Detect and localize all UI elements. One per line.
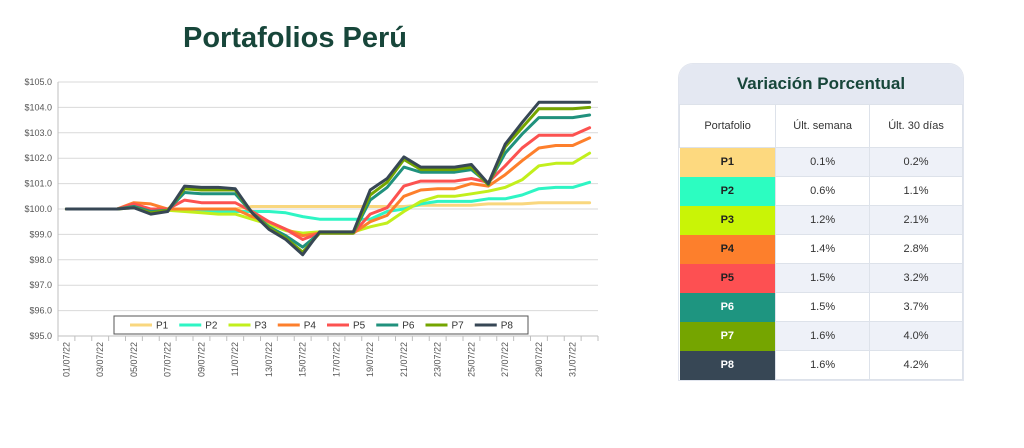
x-tick-label: 29/07/22 xyxy=(534,342,544,377)
y-tick-label: $100.0 xyxy=(24,204,52,214)
legend-label: P1 xyxy=(156,321,169,332)
y-tick-label: $101.0 xyxy=(24,179,52,189)
legend-box xyxy=(113,315,529,335)
header-portfolio: Portafolio xyxy=(679,104,777,148)
x-tick-label: 19/07/22 xyxy=(365,342,375,377)
y-tick-label: $98.0 xyxy=(29,255,52,265)
y-tick-label: $105.0 xyxy=(24,77,52,87)
variation-panel: Variación Porcentual Portafolio Últ. sem… xyxy=(679,64,963,380)
header-month: Últ. 30 días xyxy=(869,104,963,148)
portfolio-name-cell: P6 xyxy=(679,292,776,322)
portfolio-name-cell: P5 xyxy=(679,263,776,293)
panel-title: Variación Porcentual xyxy=(679,64,963,104)
series-line-p8 xyxy=(64,100,592,257)
legend-label: P7 xyxy=(452,321,465,332)
week-value-cell: 0.6% xyxy=(775,176,871,206)
legend-label: P5 xyxy=(353,321,366,332)
week-value-cell: 1.6% xyxy=(775,321,871,351)
y-tick-label: $99.0 xyxy=(29,229,52,239)
month-value-cell: 1.1% xyxy=(869,176,963,206)
table-row: P3 1.2% 2.1% xyxy=(679,205,963,235)
portfolio-name-cell: P4 xyxy=(679,234,776,264)
x-tick-label: 05/07/22 xyxy=(129,342,139,377)
table-row: P1 0.1% 0.2% xyxy=(679,147,963,177)
series-line-p2 xyxy=(64,180,592,221)
portfolio-name-cell: P2 xyxy=(679,176,776,206)
chart-title: Portafolios Perú xyxy=(183,22,407,54)
y-tick-label: $95.0 xyxy=(29,331,52,341)
x-tick-label: 13/07/22 xyxy=(264,342,274,377)
x-tick-label: 03/07/22 xyxy=(95,342,105,377)
month-value-cell: 2.8% xyxy=(869,234,963,264)
x-tick-label: 23/07/22 xyxy=(433,342,443,377)
x-tick-label: 15/07/22 xyxy=(298,342,308,377)
month-value-cell: 0.2% xyxy=(869,147,963,177)
legend-label: P4 xyxy=(304,321,317,332)
y-tick-label: $96.0 xyxy=(29,306,52,316)
table-row: P2 0.6% 1.1% xyxy=(679,176,963,206)
x-tick-label: 27/07/22 xyxy=(500,342,510,377)
table-header-row: Portafolio Últ. semana Últ. 30 días xyxy=(679,104,963,148)
table-row: P8 1.6% 4.2% xyxy=(679,350,963,380)
table-row: P4 1.4% 2.8% xyxy=(679,234,963,264)
portfolio-name-cell: P8 xyxy=(679,350,776,380)
series-line-p3 xyxy=(64,151,592,235)
series-line-p4 xyxy=(64,136,592,238)
week-value-cell: 1.5% xyxy=(775,263,871,293)
table-row: P7 1.6% 4.0% xyxy=(679,321,963,351)
y-tick-label: $104.0 xyxy=(24,102,52,112)
x-tick-label: 07/07/22 xyxy=(163,342,173,377)
table-row: P5 1.5% 3.2% xyxy=(679,263,963,293)
x-tick-label: 31/07/22 xyxy=(568,342,578,377)
y-tick-label: $97.0 xyxy=(29,280,52,290)
month-value-cell: 4.0% xyxy=(869,321,963,351)
line-chart: $95.0 $96.0 $97.0 $98.0 $99.0 $100.0 $101.0 $10… xyxy=(24,77,599,377)
legend-label: P8 xyxy=(501,321,514,332)
legend-label: P3 xyxy=(255,321,268,332)
table-row: P6 1.5% 3.7% xyxy=(679,292,963,322)
week-value-cell: 1.5% xyxy=(775,292,871,322)
week-value-cell: 1.4% xyxy=(775,234,871,264)
x-tick-label: 01/07/22 xyxy=(61,342,71,377)
x-tick-label: 25/07/22 xyxy=(466,342,476,377)
y-tick-label: $102.0 xyxy=(24,153,52,163)
month-value-cell: 3.7% xyxy=(869,292,963,322)
portfolio-name-cell: P1 xyxy=(679,147,776,177)
y-tick-label: $103.0 xyxy=(24,128,52,138)
month-value-cell: 4.2% xyxy=(869,350,963,380)
month-value-cell: 3.2% xyxy=(869,263,963,293)
week-value-cell: 1.6% xyxy=(775,350,871,380)
header-week: Últ. semana xyxy=(775,104,871,148)
x-tick-label: 21/07/22 xyxy=(399,342,409,377)
portfolio-name-cell: P7 xyxy=(679,321,776,351)
x-tick-label: 11/07/22 xyxy=(230,342,240,376)
week-value-cell: 1.2% xyxy=(775,205,871,235)
portfolio-name-cell: P3 xyxy=(679,205,776,235)
variation-table: Portafolio Últ. semana Últ. 30 días P1 0.… xyxy=(679,104,963,380)
legend-label: P2 xyxy=(205,321,218,332)
legend-label: P6 xyxy=(402,321,415,332)
x-tick-label: 09/07/22 xyxy=(196,342,206,377)
month-value-cell: 2.1% xyxy=(869,205,963,235)
week-value-cell: 0.1% xyxy=(775,147,871,177)
x-tick-label: 17/07/22 xyxy=(331,342,341,377)
